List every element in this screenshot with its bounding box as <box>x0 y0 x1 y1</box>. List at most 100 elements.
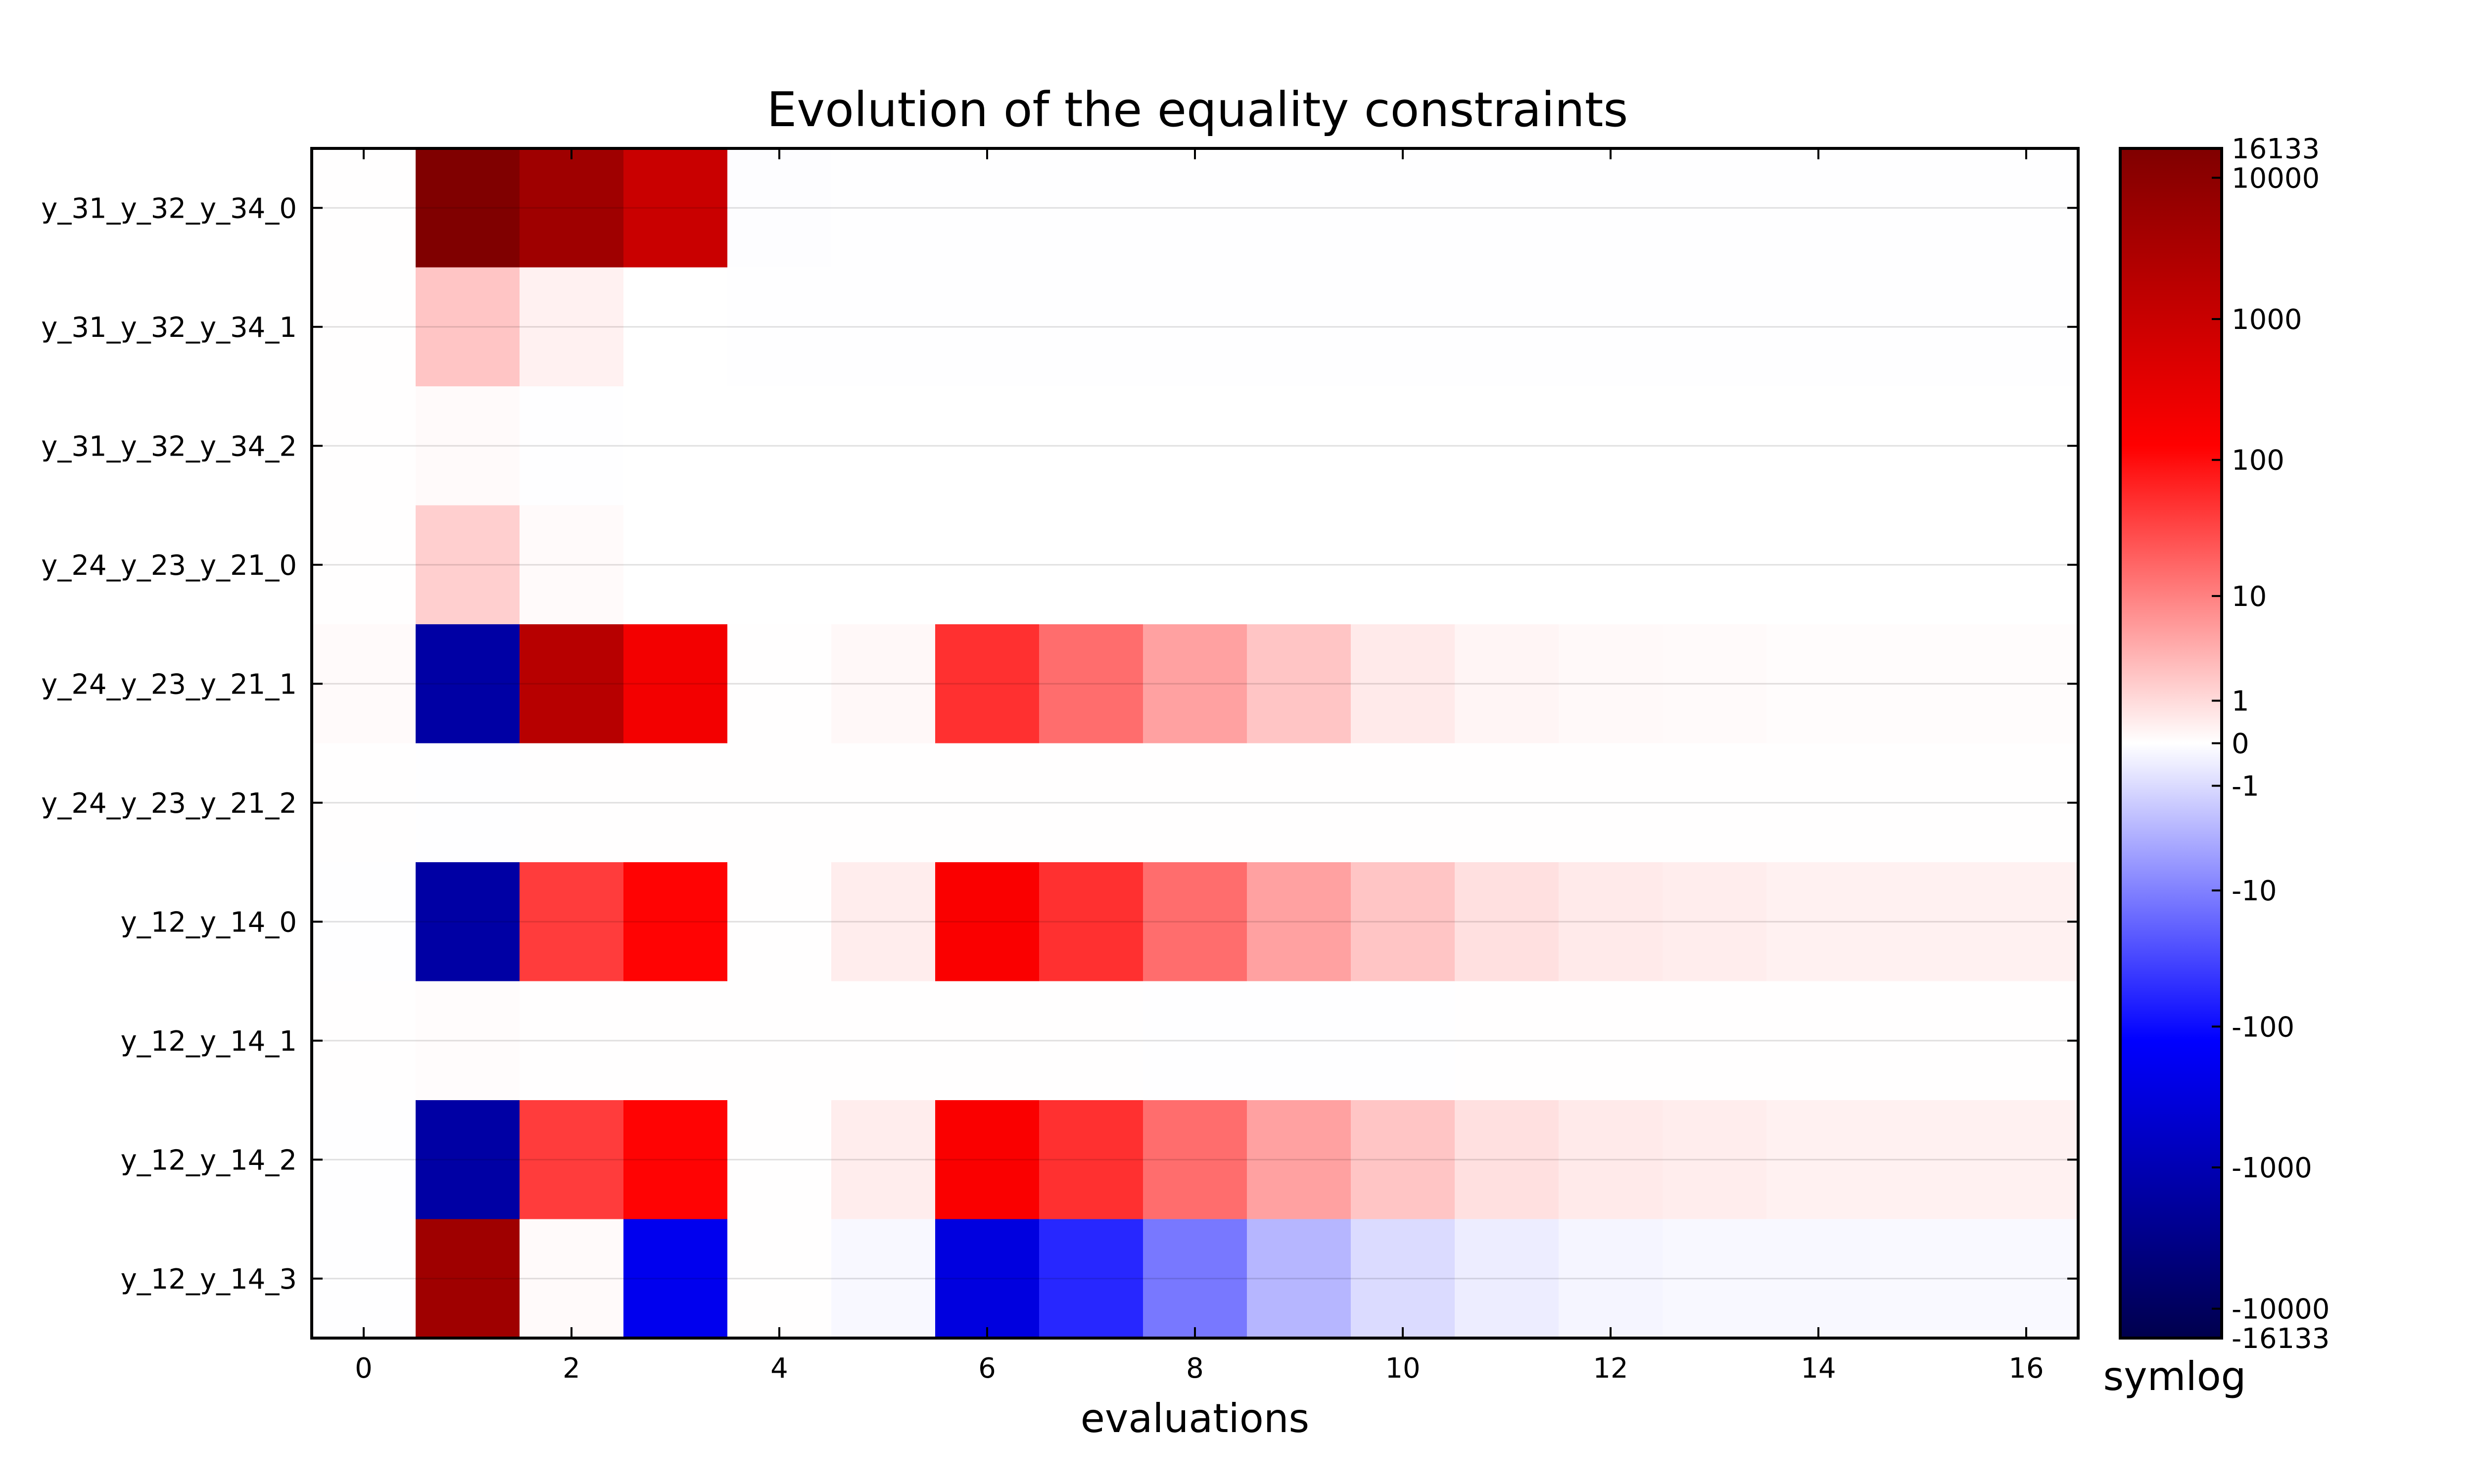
heatmap-cell <box>1559 624 1663 744</box>
heatmap-cell <box>1351 386 1455 506</box>
heatmap-cell <box>416 505 520 625</box>
heatmap-cell <box>1039 386 1143 506</box>
heatmap-cell <box>831 624 936 744</box>
heatmap-cell <box>312 624 416 744</box>
heatmap-cell <box>935 1219 1040 1339</box>
heatmap-cell <box>1559 1219 1663 1339</box>
heatmap-cell <box>1143 1100 1247 1220</box>
heatmap-cell <box>623 1100 728 1220</box>
heatmap-cell <box>416 981 520 1101</box>
heatmap-cell <box>1351 743 1455 863</box>
heatmap-cell <box>1351 624 1455 744</box>
colorbar-label: symlog <box>2103 1353 2246 1399</box>
heatmap-cell <box>935 148 1040 268</box>
heatmap-cell <box>1351 981 1455 1101</box>
heatmap-cell <box>727 505 832 625</box>
x-tick-label: 0 <box>355 1352 373 1385</box>
heatmap-cell <box>1559 505 1663 625</box>
heatmap-cell <box>1870 1219 1975 1339</box>
heatmap-cell <box>1870 505 1975 625</box>
heatmap-cell <box>1559 267 1663 387</box>
heatmap-cell <box>831 1100 936 1220</box>
heatmap-cell <box>1247 624 1351 744</box>
heatmap-cell <box>1143 862 1247 982</box>
heatmap-cell <box>1663 1100 1767 1220</box>
heatmap-cell <box>727 1100 832 1220</box>
heatmap-cell <box>520 505 624 625</box>
heatmap-cell <box>1351 862 1455 982</box>
heatmap-cell <box>1974 267 2079 387</box>
colorbar-tick-label: 10000 <box>2232 162 2320 194</box>
colorbar-tick-label: 100 <box>2232 445 2284 477</box>
heatmap-cell <box>1351 1219 1455 1339</box>
heatmap-cell <box>831 981 936 1101</box>
heatmap-cell <box>416 862 520 982</box>
heatmap-cell <box>1143 743 1247 863</box>
heatmap-cell <box>416 1100 520 1220</box>
heatmap-cell <box>935 862 1040 982</box>
heatmap-cell <box>416 386 520 506</box>
heatmap-cell <box>727 862 832 982</box>
y-tick-label: y_24_y_23_y_21_2 <box>41 788 297 820</box>
y-tick-label: y_12_y_14_2 <box>121 1144 297 1176</box>
colorbar-tick-label: -100 <box>2232 1011 2294 1043</box>
heatmap-cell <box>623 267 728 387</box>
heatmap-cell <box>623 1219 728 1339</box>
heatmap-cell <box>727 981 832 1101</box>
heatmap-cell <box>1143 267 1247 387</box>
heatmap-cell <box>1247 386 1351 506</box>
heatmap-cell <box>1039 624 1143 744</box>
heatmap-cell <box>1039 1219 1143 1339</box>
chart-title: Evolution of the equality constraints <box>767 82 1628 138</box>
heatmap-cell <box>520 624 624 744</box>
heatmap-cell <box>1766 624 1871 744</box>
heatmap-cell <box>1143 148 1247 268</box>
x-axis-label: evaluations <box>1081 1395 1309 1441</box>
heatmap-cell <box>1455 148 1559 268</box>
heatmap-cell <box>1766 1100 1871 1220</box>
heatmap-cell <box>1974 505 2079 625</box>
colorbar-tick-label: -10 <box>2232 875 2277 907</box>
heatmap-cell <box>623 624 728 744</box>
heatmap-cell <box>1247 505 1351 625</box>
heatmap-cell <box>1663 743 1767 863</box>
heatmap-cell <box>935 624 1040 744</box>
x-tick-label: 4 <box>770 1352 788 1385</box>
y-tick-label: y_31_y_32_y_34_1 <box>41 312 297 344</box>
heatmap-cell <box>1663 505 1767 625</box>
heatmap-gridlines <box>312 207 2078 1280</box>
heatmap-cell <box>312 148 416 268</box>
y-axis: y_31_y_32_y_34_0 y_31_y_32_y_34_1 y_31_y_3… <box>41 192 2078 1296</box>
colorbar-tick-label: 1000 <box>2232 304 2302 336</box>
heatmap-cell <box>312 267 416 387</box>
heatmap-cell <box>1143 624 1247 744</box>
colorbar-tick-label: 16133 <box>2232 133 2320 165</box>
y-tick-label: y_24_y_23_y_21_0 <box>41 550 297 582</box>
heatmap-cell <box>312 981 416 1101</box>
heatmap-cell <box>727 624 832 744</box>
heatmap-cell <box>1870 1100 1975 1220</box>
heatmap-cell <box>1974 386 2079 506</box>
heatmap-cell <box>1766 1219 1871 1339</box>
heatmap-cell <box>623 386 728 506</box>
heatmap-cell <box>1766 743 1871 863</box>
heatmap-cell <box>520 981 624 1101</box>
colorbar-gradient <box>2119 147 2223 1340</box>
heatmap-cell <box>727 386 832 506</box>
heatmap-cell <box>935 505 1040 625</box>
heatmap-cell <box>1974 743 2079 863</box>
colorbar-tick-label: 1 <box>2232 685 2249 717</box>
heatmap-cell <box>1974 981 2079 1101</box>
heatmap-cell <box>623 862 728 982</box>
colorbar-tick-label: -1000 <box>2232 1152 2312 1184</box>
heatmap-cell <box>520 386 624 506</box>
heatmap-cell <box>1455 1100 1559 1220</box>
heatmap-cell <box>1870 148 1975 268</box>
heatmap-cell <box>831 148 936 268</box>
heatmap-cell <box>1559 981 1663 1101</box>
heatmap-cell <box>1559 1100 1663 1220</box>
heatmap-cell <box>1766 148 1871 268</box>
heatmap-cell <box>1455 743 1559 863</box>
heatmap-cell <box>831 862 936 982</box>
